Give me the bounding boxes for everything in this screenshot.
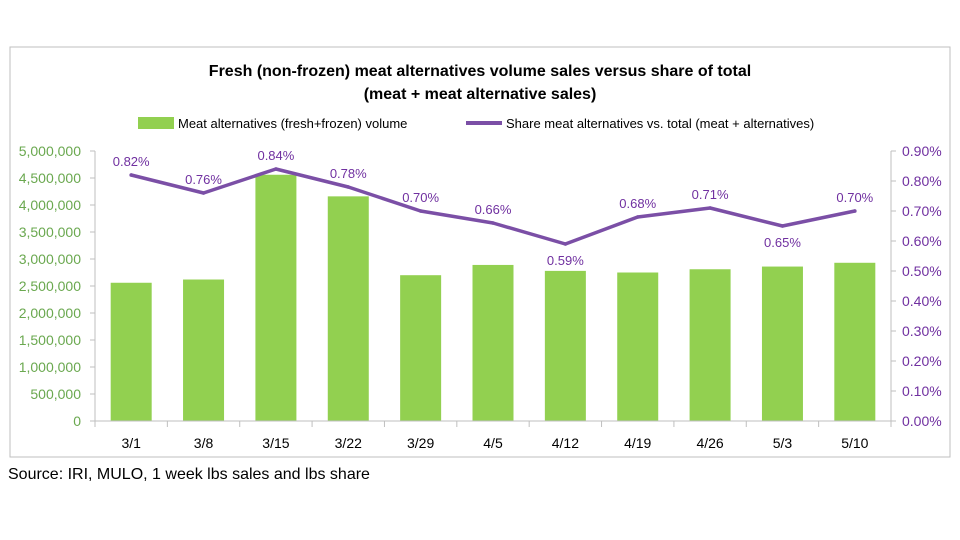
legend-swatch-bar bbox=[138, 117, 174, 129]
share-point bbox=[563, 242, 568, 246]
right-axis-tick-label: 0.40% bbox=[902, 293, 942, 309]
left-axis-tick-label: 500,000 bbox=[30, 386, 81, 402]
bar bbox=[400, 275, 442, 421]
bar bbox=[327, 196, 369, 421]
share-point bbox=[853, 209, 857, 213]
bar-series bbox=[110, 174, 876, 421]
right-axis-tick-label: 0.80% bbox=[902, 173, 942, 189]
right-axis-tick-label: 0.00% bbox=[902, 413, 942, 429]
left-axis-tick-label: 2,500,000 bbox=[19, 278, 81, 294]
share-data-label: 0.66% bbox=[475, 202, 512, 217]
chart-title: Fresh (non-frozen) meat alternatives vol… bbox=[209, 63, 751, 80]
x-axis-tick-label: 3/1 bbox=[121, 435, 141, 451]
bar bbox=[834, 262, 876, 421]
share-point bbox=[491, 221, 495, 225]
x-axis-tick-label: 5/10 bbox=[841, 435, 868, 451]
bar bbox=[183, 279, 225, 421]
right-axis-tick-label: 0.60% bbox=[902, 233, 942, 249]
share-point bbox=[129, 173, 133, 177]
share-data-label: 0.59% bbox=[547, 253, 584, 268]
x-axis-tick-label: 3/22 bbox=[335, 435, 362, 451]
bar bbox=[761, 266, 803, 421]
x-axis-tick-label: 5/3 bbox=[773, 435, 793, 451]
share-point bbox=[274, 167, 278, 171]
legend-label-line: Share meat alternatives vs. total (meat … bbox=[506, 116, 814, 131]
bar bbox=[617, 272, 659, 421]
left-axis-tick-label: 4,500,000 bbox=[19, 170, 81, 186]
share-data-label: 0.84% bbox=[257, 148, 294, 163]
share-point bbox=[780, 224, 785, 228]
x-axis: 3/1 3/8 3/15 3/22 3/29 4/5 4/12 4/19 4/26 5/3 5/10 bbox=[94, 420, 892, 451]
share-data-label: 0.82% bbox=[113, 154, 150, 169]
share-point bbox=[708, 206, 712, 210]
left-axis-tick-label: 3,500,000 bbox=[19, 224, 81, 240]
source-note: Source: IRI, MULO, 1 week lbs sales and … bbox=[8, 466, 370, 483]
left-axis-tick-label: 1,500,000 bbox=[19, 332, 81, 348]
x-axis-tick-label: 4/26 bbox=[696, 435, 723, 451]
legend-label-bar: Meat alternatives (fresh+frozen) volume bbox=[178, 116, 407, 131]
right-axis: 0.00% 0.10% 0.20% 0.30% 0.40% 0.50% 0.60% 0.70%… bbox=[890, 143, 942, 429]
chart-subtitle: (meat + meat alternative sales) bbox=[364, 86, 597, 103]
share-point bbox=[418, 209, 423, 213]
legend: Meat alternatives (fresh+frozen) volume … bbox=[138, 116, 814, 131]
left-axis-tick-label: 5,000,000 bbox=[19, 143, 81, 159]
x-axis-tick-label: 4/5 bbox=[483, 435, 503, 451]
share-data-label: 0.65% bbox=[764, 235, 801, 250]
share-point bbox=[635, 215, 640, 219]
share-data-label: 0.70% bbox=[836, 190, 873, 205]
right-axis-tick-label: 0.90% bbox=[902, 143, 942, 159]
bar bbox=[472, 264, 514, 421]
share-data-label: 0.76% bbox=[185, 172, 222, 187]
left-axis: 0 500,000 1,000,000 1,500,000 2,000,000 2,500… bbox=[19, 143, 96, 429]
share-data-label: 0.70% bbox=[402, 190, 439, 205]
share-data-label: 0.78% bbox=[330, 166, 367, 181]
right-axis-tick-label: 0.70% bbox=[902, 203, 942, 219]
x-axis-tick-label: 3/8 bbox=[194, 435, 214, 451]
right-axis-tick-label: 0.20% bbox=[902, 353, 942, 369]
share-data-label: 0.71% bbox=[692, 187, 729, 202]
share-data-label: 0.68% bbox=[619, 196, 656, 211]
x-axis-tick-label: 4/12 bbox=[552, 435, 579, 451]
share-point bbox=[346, 185, 351, 189]
left-axis-tick-label: 1,000,000 bbox=[19, 359, 81, 375]
bar bbox=[110, 282, 152, 421]
left-axis-tick-label: 4,000,000 bbox=[19, 197, 81, 213]
x-axis-tick-label: 3/15 bbox=[262, 435, 289, 451]
left-axis-tick-label: 2,000,000 bbox=[19, 305, 81, 321]
x-axis-tick-label: 4/19 bbox=[624, 435, 651, 451]
bar bbox=[255, 174, 297, 421]
share-line-series: 0.82% 0.76% 0.84% 0.78% 0.70% 0.66% 0.59% 0.68%… bbox=[113, 148, 874, 268]
x-axis-tick-label: 3/29 bbox=[407, 435, 434, 451]
right-axis-tick-label: 0.30% bbox=[902, 323, 942, 339]
right-axis-tick-label: 0.10% bbox=[902, 383, 942, 399]
bar bbox=[689, 269, 731, 421]
left-axis-tick-label: 0 bbox=[73, 413, 81, 429]
right-axis-tick-label: 0.50% bbox=[902, 263, 942, 279]
bar bbox=[544, 270, 586, 421]
left-axis-tick-label: 3,000,000 bbox=[19, 251, 81, 267]
share-point bbox=[201, 191, 206, 195]
